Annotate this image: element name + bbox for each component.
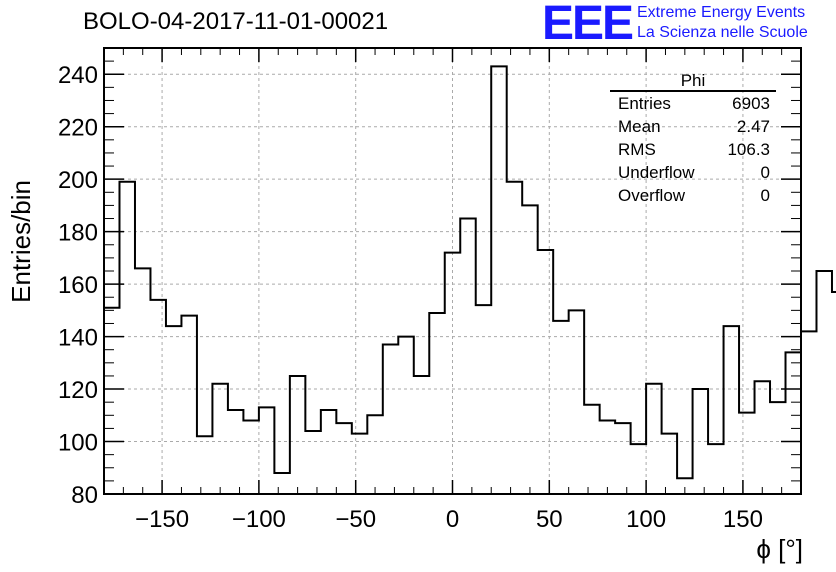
y-axis-label: Entries/bin	[6, 180, 36, 303]
stats-row-overflow: Overflow 0	[610, 184, 776, 207]
stats-label: RMS	[618, 140, 656, 159]
y-tick-label: 100	[58, 430, 98, 457]
x-tick-label: 150	[723, 506, 763, 533]
x-axis-label: ϕ [°]	[756, 534, 803, 564]
y-tick-label: 220	[58, 115, 98, 142]
stats-value: 6903	[732, 94, 770, 113]
stats-row-entries: Entries 6903	[610, 92, 776, 115]
x-axis-ticks: −150 −100 −50 0 50 100 150	[122, 48, 783, 533]
stats-row-rms: RMS 106.3	[610, 138, 776, 161]
stats-label: Overflow	[618, 186, 686, 205]
x-tick-label: 100	[626, 506, 666, 533]
stats-value: 106.3	[727, 140, 770, 159]
grid-lines	[104, 48, 801, 494]
x-tick-label: 0	[446, 506, 459, 533]
stats-value: 0	[760, 186, 770, 205]
y-axis-ticks: 80 100 120 140 160 180 200 220 240	[58, 60, 801, 509]
logo-caption-line2: La Scienza nelle Scuole	[637, 24, 808, 41]
stats-value: 2.47	[736, 117, 770, 136]
stats-row-underflow: Underflow 0	[610, 161, 776, 184]
y-tick-label: 120	[58, 377, 98, 404]
x-tick-label: −100	[232, 506, 286, 533]
x-tick-label: −50	[335, 506, 376, 533]
logo-caption: Extreme Energy Events La Scienza nelle S…	[637, 3, 808, 43]
logo-caption-line1: Extreme Energy Events	[637, 4, 806, 21]
x-tick-label: −150	[135, 506, 189, 533]
stats-box-title: Phi	[610, 71, 776, 92]
stats-box: Phi Entries 6903 Mean 2.47 RMS 106.3 Underf…	[610, 71, 776, 207]
y-tick-label: 200	[58, 167, 98, 194]
histogram-series-line	[104, 65, 836, 480]
chart-title: BOLO-04-2017-11-01-00021	[83, 8, 389, 35]
stats-label: Underflow	[618, 163, 695, 182]
stats-value: 0	[760, 163, 770, 182]
stats-label: Mean	[618, 117, 661, 136]
stats-label: Entries	[618, 94, 671, 113]
y-tick-label: 240	[58, 62, 98, 89]
y-tick-label: 180	[58, 220, 98, 247]
y-tick-label: 80	[71, 482, 98, 509]
stats-row-mean: Mean 2.47	[610, 115, 776, 138]
y-tick-label: 140	[58, 325, 98, 352]
eee-logo: EEE	[542, 0, 634, 50]
x-tick-label: 50	[536, 506, 563, 533]
y-tick-label: 160	[58, 272, 98, 299]
plot-frame	[103, 47, 802, 495]
